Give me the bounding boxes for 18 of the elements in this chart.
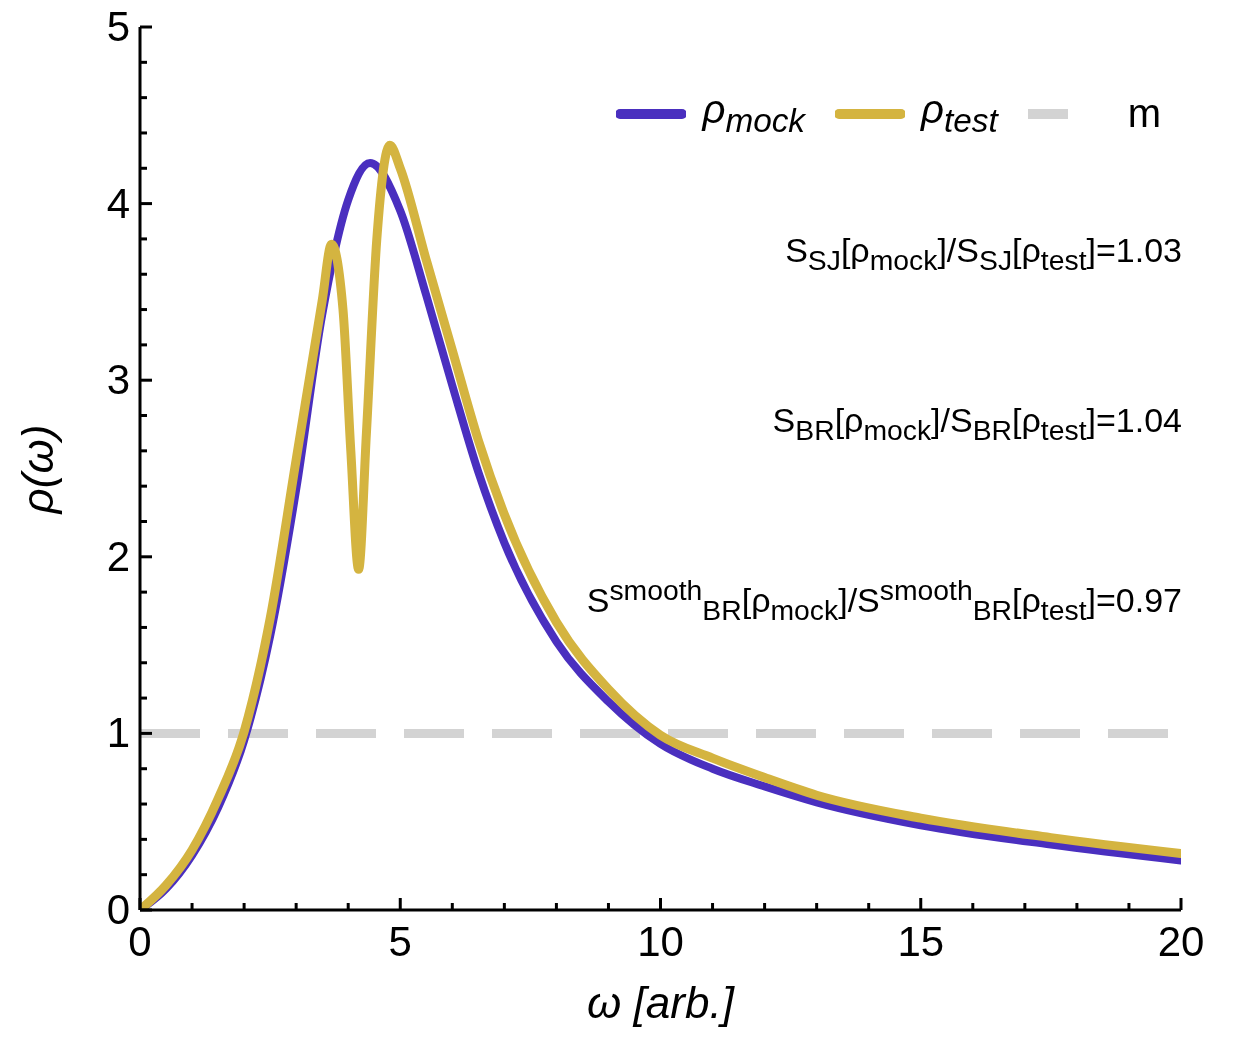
y-tick-label: 2 [106,532,130,580]
legend-label: ρ$_{mock}$ [702,87,806,139]
text: S$_{BR}$[ρ$_{mock}$]/S$_{BR}$[ρ$_{test}$]=1.04 [772,401,1182,446]
legend-label: ρ$_{test}$ [921,87,998,139]
legend-label: m [1127,91,1161,135]
y-tick-label: 1 [106,709,130,757]
x-tick-label: 20 [1157,918,1205,965]
x-tick-label: 10 [637,918,684,965]
text: S$_{SJ}$[ρ$_{mock}$]/S$_{SJ}$[ρ$_{test}$]=1.03 [785,231,1182,276]
y-tick-label: 4 [106,179,130,227]
y-tick-label: 5 [106,3,130,50]
y-axis-title: ρ(ω) [13,424,62,513]
x-axis-title: ω [arb.] [587,978,734,1027]
y-tick-label: 0 [106,886,130,933]
x-tick-label: 15 [897,918,945,965]
text: S$^{smooth}$$_{BR}$[ρ$_{mock}$]/S$^{smooth}$$_{BR}$[ρ$_{test}$]=0.97 [586,574,1182,627]
x-tick-label: 5 [388,918,412,965]
y-tick-label: 3 [106,356,130,404]
